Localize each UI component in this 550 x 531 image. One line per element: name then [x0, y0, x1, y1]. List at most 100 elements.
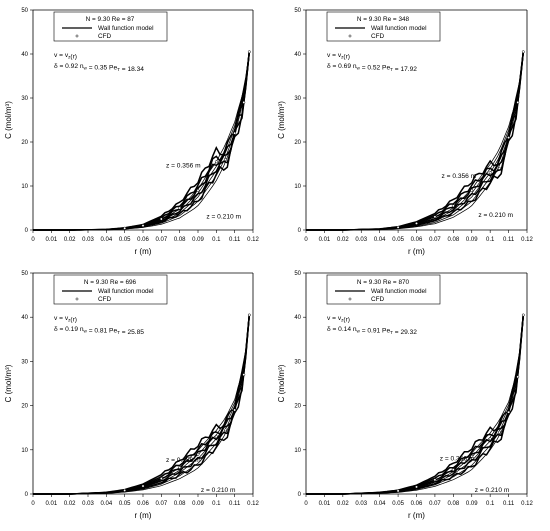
cfd-marker	[196, 188, 200, 192]
cfd-marker	[415, 485, 418, 489]
cfd-marker	[497, 430, 501, 434]
wall-model-line	[306, 51, 524, 231]
wall-model-line	[33, 314, 250, 495]
parameters-annotation: δ = 0.92 nw = 0.35 PeT = 18.34	[54, 63, 144, 73]
legend-marker-swatch	[75, 297, 79, 301]
z-label-lower: z = 0.210 m	[478, 212, 513, 219]
wall-model-line	[33, 314, 250, 495]
cfd-marker	[178, 206, 182, 210]
cfd-marker	[415, 221, 418, 225]
cfd-marker	[159, 477, 163, 480]
x-tick-label: 0.09	[192, 501, 204, 507]
x-tick-label: 0	[31, 237, 35, 243]
legend-marker-swatch	[348, 34, 352, 38]
y-tick-label: 40	[21, 52, 28, 58]
wall-model-line	[306, 51, 524, 231]
cfd-line	[33, 51, 251, 231]
wall-model-line	[306, 51, 524, 231]
x-tick-label: 0.03	[82, 237, 94, 243]
x-tick-label: 0.1	[212, 237, 221, 243]
cfd-line	[33, 314, 251, 495]
y-tick-label: 10	[21, 448, 28, 454]
x-tick-label: 0.09	[466, 501, 478, 507]
x-tick-label: 0	[304, 501, 308, 507]
cfd-marker	[233, 408, 237, 412]
parameters-annotation: δ = 0.14 nw = 0.91 PeT = 29.32	[327, 326, 417, 336]
cfd-marker	[224, 158, 227, 162]
x-tick-label: 0.05	[392, 237, 404, 243]
y-axis-label: C (mol/m³)	[277, 364, 286, 402]
legend-box	[53, 274, 168, 305]
cfd-line	[33, 51, 251, 231]
y-tick-label: 40	[294, 52, 301, 58]
cfd-marker	[451, 468, 455, 472]
cfd-marker	[433, 215, 437, 219]
wall-model-line	[306, 314, 524, 495]
x-tick-label: 0.07	[155, 501, 167, 507]
cfd-line	[306, 314, 525, 495]
x-tick-label: 0.05	[392, 501, 404, 507]
legend-entry: CFD	[371, 296, 385, 303]
cfd-marker	[242, 373, 246, 377]
x-tick-label: 0.05	[119, 501, 131, 507]
cfd-marker	[242, 100, 246, 104]
x-tick-label: 0	[31, 501, 35, 507]
legend-entry: Wall function model	[98, 288, 154, 295]
x-tick-label: 0.09	[466, 237, 478, 243]
x-tick-label: 0.11	[503, 501, 515, 507]
x-tick-label: 0.1	[486, 237, 495, 243]
x-tick-label: 0.11	[229, 237, 241, 243]
x-tick-label: 0.1	[212, 501, 221, 507]
parameters-annotation: δ = 0.19 nw = 0.81 PeT = 25.85	[54, 326, 144, 336]
cfd-marker	[141, 484, 145, 488]
cfd-line	[306, 51, 525, 231]
y-tick-label: 30	[21, 96, 28, 102]
chart-panel-4: 0 0.01 0.02 0.03 0.04 0.05 0.06 0.07 0.08 0.09 0.1…	[277, 271, 533, 520]
x-tick-label: 0.01	[45, 237, 57, 243]
x-tick-label: 0.12	[247, 501, 259, 507]
cfd-line	[306, 51, 525, 231]
wall-model-line	[33, 51, 250, 231]
x-tick-label: 0.01	[319, 501, 331, 507]
cfd-marker	[233, 131, 237, 135]
x-tick-label: 0.05	[119, 237, 131, 243]
y-tick-label: 0	[298, 228, 302, 234]
cfd-line	[33, 51, 251, 231]
wall-model-line	[33, 314, 250, 495]
y-tick-label: 10	[294, 184, 301, 190]
legend-title: N = 9.30 Re = 696	[84, 279, 137, 286]
cfd-marker	[141, 224, 145, 228]
x-tick-label: 0.06	[411, 237, 423, 243]
x-tick-label: 0.03	[355, 237, 367, 243]
y-axis-label: C (mol/m³)	[4, 364, 13, 402]
cfd-marker	[396, 225, 400, 229]
x-axis-label: r (m)	[135, 247, 152, 256]
cfd-marker	[507, 136, 511, 140]
legend-title: N = 9.30 Re = 348	[357, 16, 410, 23]
wall-model-line	[306, 314, 524, 495]
y-tick-label: 50	[294, 8, 301, 14]
x-tick-label: 0.08	[447, 501, 459, 507]
legend-box	[326, 11, 441, 42]
x-tick-label: 0.06	[411, 501, 423, 507]
cfd-marker	[521, 50, 525, 54]
z-label-upper: z = 0.356 m	[440, 455, 475, 462]
x-tick-label: 0.08	[174, 501, 186, 507]
cfd-line	[33, 314, 251, 495]
cfd-marker	[516, 375, 520, 379]
cfd-marker	[488, 171, 492, 175]
wall-model-line	[33, 314, 250, 495]
x-tick-label: 0.01	[45, 501, 57, 507]
wall-model-line	[33, 51, 250, 231]
y-tick-label: 10	[21, 184, 28, 190]
cfd-line	[33, 314, 251, 495]
cfd-marker	[497, 166, 501, 170]
cfd-line	[306, 51, 525, 231]
x-tick-label: 0.08	[447, 237, 459, 243]
y-tick-label: 50	[294, 271, 301, 277]
y-tick-label: 10	[294, 448, 301, 454]
wall-model-line	[33, 51, 250, 231]
cfd-marker	[178, 466, 182, 469]
velocity-annotation: v = vz(r)	[54, 315, 77, 324]
